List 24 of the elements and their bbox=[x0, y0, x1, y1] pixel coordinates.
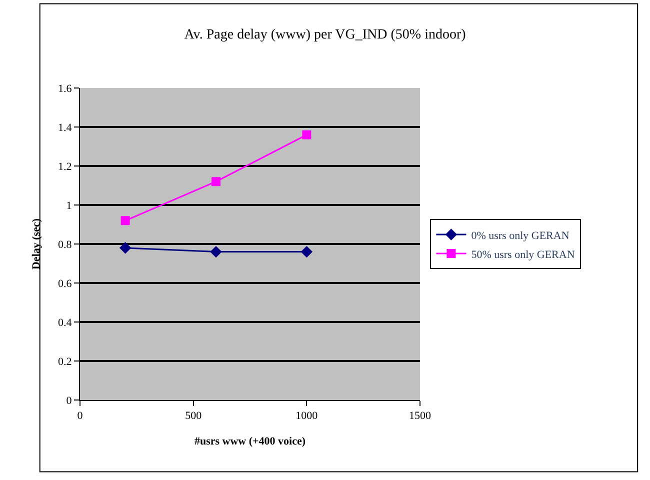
point bbox=[300, 246, 313, 258]
y-tick-label: 0.8 bbox=[58, 238, 72, 251]
x-tick-label: 0 bbox=[77, 410, 84, 422]
y-tick-label: 1 bbox=[66, 200, 72, 212]
x-tick-label: 1000 bbox=[296, 410, 318, 422]
y-tick-label: 1.4 bbox=[58, 122, 72, 134]
point bbox=[119, 242, 132, 254]
legend-label: 50% usrs only GERAN bbox=[471, 248, 575, 261]
y-tick-label: 0.2 bbox=[58, 356, 72, 368]
y-tick-label: 1.6 bbox=[58, 82, 72, 95]
x-axis-title: #usrs www (+400 voice) bbox=[194, 435, 306, 448]
legend-label: 0% usrs only GERAN bbox=[471, 230, 570, 242]
point bbox=[302, 130, 312, 140]
x-tick-label: 1500 bbox=[409, 410, 432, 422]
chart-title: Av. Page delay (www) per VG_IND (50% indoor) bbox=[184, 28, 466, 43]
point bbox=[210, 246, 222, 258]
x-tick-label: 500 bbox=[185, 410, 202, 422]
y-tick-label: 0.4 bbox=[58, 316, 72, 329]
y-axis-title: Delay (sec) bbox=[30, 218, 43, 270]
y-tick-label: 1.2 bbox=[58, 160, 72, 173]
y-tick-label: 0 bbox=[66, 394, 72, 407]
point bbox=[120, 216, 130, 226]
point bbox=[212, 177, 220, 186]
y-tick-label: 0.6 bbox=[58, 278, 72, 290]
